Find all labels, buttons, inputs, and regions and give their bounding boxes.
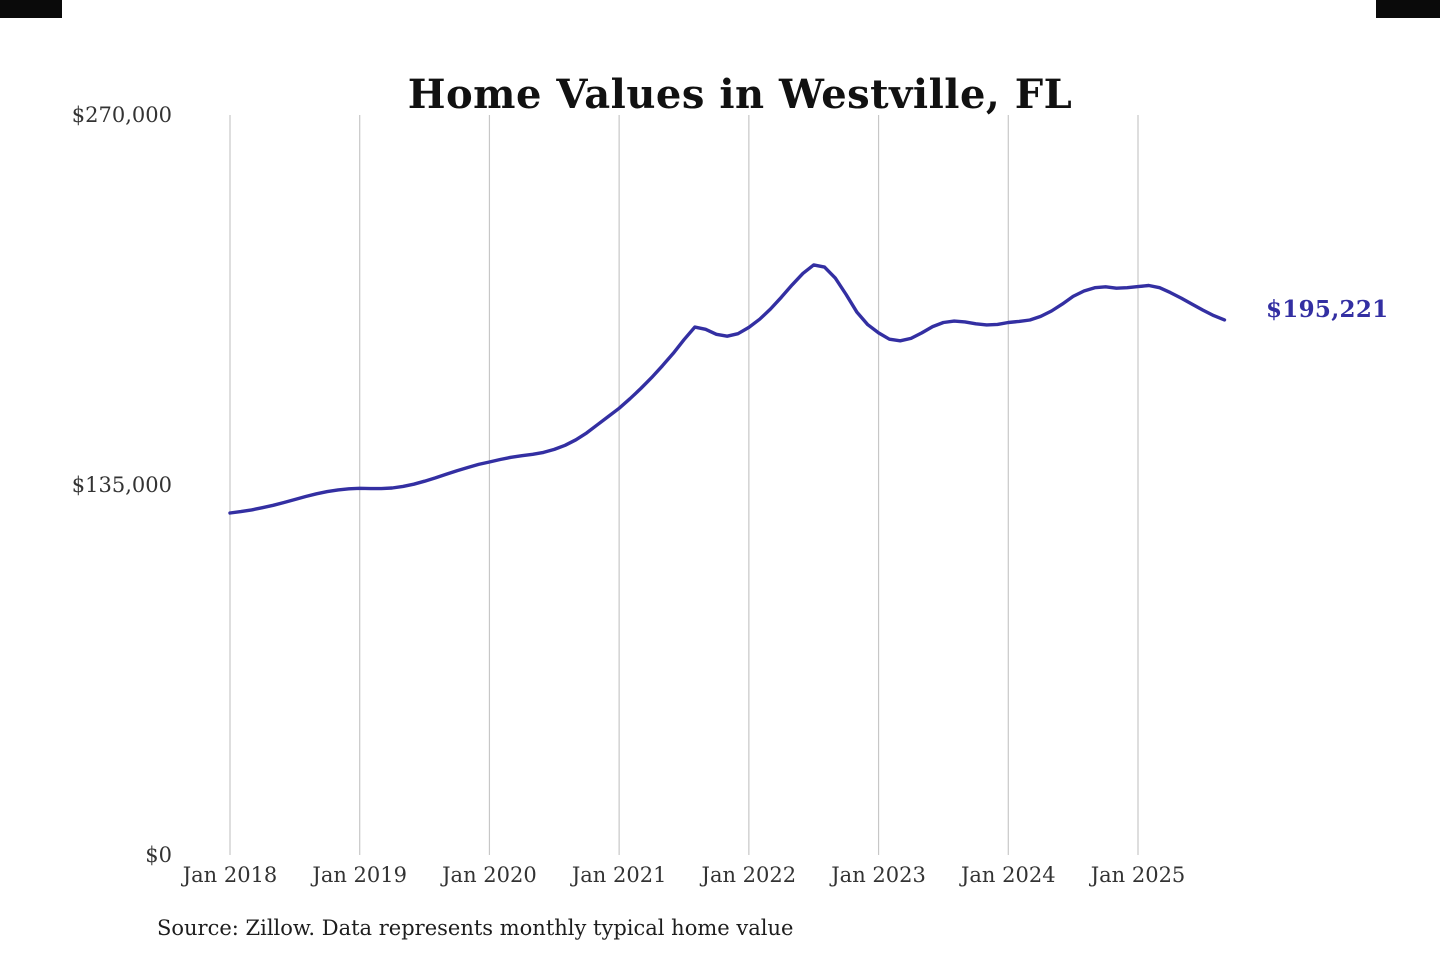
x-axis-label-jan-2022: Jan 2022 <box>700 863 797 887</box>
x-axis-label-jan-2020: Jan 2020 <box>440 863 537 887</box>
top-right-black-bar <box>1376 0 1440 18</box>
x-axis-label-jan-2023: Jan 2023 <box>829 863 926 887</box>
source-note: Source: Zillow. Data represents monthly … <box>157 916 794 940</box>
y-axis-label-270000: $270,000 <box>72 103 172 127</box>
x-axis-label-jan-2019: Jan 2019 <box>310 863 407 887</box>
x-axis-label-jan-2018: Jan 2018 <box>181 863 278 887</box>
top-left-black-bar <box>0 0 62 18</box>
y-axis-label-135000: $135,000 <box>72 473 172 497</box>
x-axis-label-jan-2021: Jan 2021 <box>570 863 667 887</box>
x-axis-label-jan-2025: Jan 2025 <box>1089 863 1186 887</box>
x-axis-label-jan-2024: Jan 2024 <box>959 863 1056 887</box>
chart-title: Home Values in Westville, FL <box>407 70 1073 118</box>
latest-value-label: $195,221 <box>1266 296 1389 323</box>
y-axis-label-0: $0 <box>145 843 172 867</box>
home-value-series-line <box>228 263 1227 515</box>
